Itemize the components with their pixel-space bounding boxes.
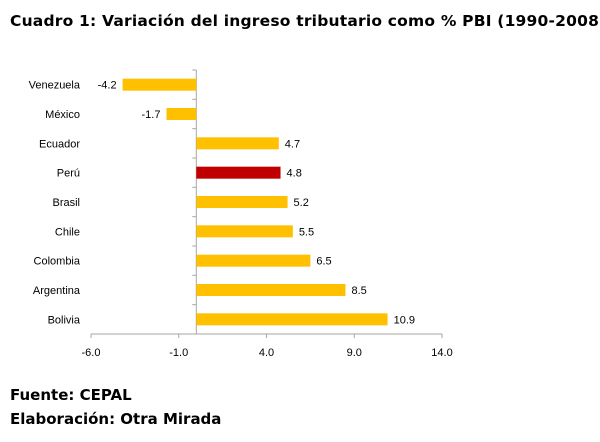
x-tick-label: 9.0 (347, 347, 362, 359)
category-label: Ecuador (39, 138, 80, 150)
category-label: Colombia (34, 256, 81, 268)
chart-title: Cuadro 1: Variación del ingreso tributar… (10, 12, 600, 30)
category-label: Brasil (52, 197, 80, 209)
bar-chart: -6.0 -1.0 4.0 9.0 14.0 Venezuela -4.2 México -1.… (29, 69, 453, 359)
bar-chile (196, 225, 293, 238)
data-label: -1.7 (141, 109, 160, 121)
category-label: Argentina (33, 285, 81, 297)
source-note: Fuente: CEPAL (10, 386, 132, 404)
data-label: 4.8 (287, 168, 302, 180)
bar-colombia (196, 254, 311, 267)
bar-perú (196, 166, 281, 179)
data-label: 8.5 (351, 285, 366, 297)
bar-ecuador (196, 137, 279, 150)
data-label: -4.2 (98, 80, 117, 92)
elaboration-note: Elaboración: Otra Mirada (10, 410, 222, 428)
x-tick-label: 4.0 (259, 347, 274, 359)
x-tick-label: 14.0 (431, 347, 452, 359)
category-label: Perú (57, 168, 80, 180)
bar-brasil (196, 196, 288, 208)
category-label: Venezuela (29, 80, 81, 92)
bar-venezuela (122, 78, 197, 91)
category-label: Chile (55, 226, 80, 238)
data-label: 4.7 (285, 138, 300, 150)
data-label: 5.5 (299, 226, 314, 238)
x-tick-label: -6.0 (82, 347, 101, 359)
x-tick-label: -1.0 (169, 347, 188, 359)
data-label: 10.9 (394, 314, 415, 326)
bar-bolivia (196, 313, 388, 326)
bar-argentina (196, 284, 346, 296)
data-label: 6.5 (316, 256, 331, 268)
category-label: México (45, 109, 80, 121)
data-label: 5.2 (294, 197, 309, 209)
bar-méxico (166, 108, 197, 120)
category-label: Bolivia (48, 314, 81, 326)
